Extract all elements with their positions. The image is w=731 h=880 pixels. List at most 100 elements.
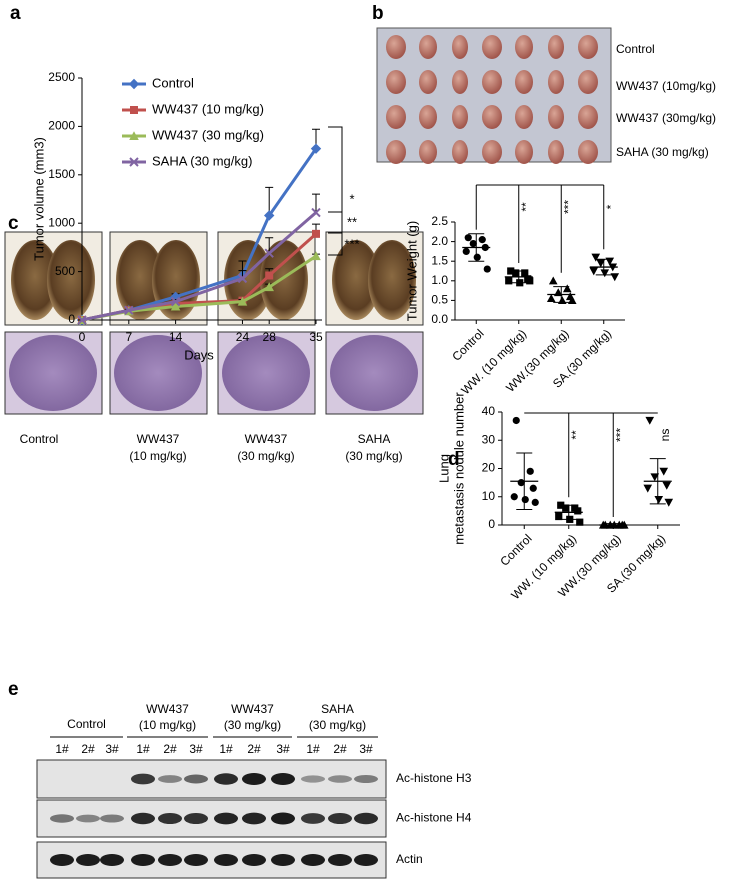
lung [11,240,59,320]
marker [310,143,322,154]
tumor-set [386,35,598,164]
tumor [452,105,468,129]
x-tick-label: Control [449,326,486,363]
tumor [548,35,564,59]
group-label: SAHA [358,432,391,446]
marker [473,253,481,261]
band [100,814,124,823]
marker [591,253,601,262]
lung [47,240,95,320]
tumor [548,70,564,94]
y-tick-label: 40 [482,404,496,418]
series-line [81,211,317,322]
tumor [452,35,468,59]
row-label: Actin [396,852,423,866]
band [328,775,352,783]
band [158,775,182,783]
panel-label: a [10,3,21,24]
y-tick-label: 10 [482,489,496,503]
lane-label: 2# [333,742,347,756]
y-tick-label: 0 [488,517,495,531]
tumor [419,35,437,59]
band [131,854,155,866]
y-tick-label: 2.5 [431,214,448,228]
band [271,854,295,866]
x-axis-label: Days [184,347,214,362]
band [328,812,352,825]
marker [264,210,275,221]
marker [128,78,140,90]
marker [645,416,655,425]
marker [643,484,653,493]
band [131,773,155,785]
tissue [9,335,97,411]
significance-label: * [349,191,354,206]
marker [555,512,563,521]
tumor [419,140,437,164]
x-tick-label: 24 [236,330,250,344]
marker [662,481,672,490]
y-tick-label: 30 [482,432,496,446]
band [184,774,208,784]
band [242,812,266,825]
band [50,814,74,823]
significance-label: ** [347,214,357,229]
marker [526,277,534,285]
marker [170,296,181,307]
marker [589,267,599,276]
legend-label: WW437 (10 mg/kg) [152,101,264,116]
group-label: Control [67,717,106,731]
tumor [578,105,598,129]
legend-label: SAHA (30 mg/kg) [152,153,252,168]
panel-label: d [448,449,460,470]
tumor [482,70,502,94]
marker [548,276,558,285]
row-label: Ac-histone H3 [396,771,472,785]
legend-label: WW437 (30 mg/kg) [152,127,264,142]
panel-label: e [8,679,19,700]
marker [469,239,477,248]
marker [512,416,520,425]
marker [264,282,274,292]
lane-label: 2# [81,742,95,756]
marker [265,271,274,280]
western-blot [36,759,387,879]
y-tick-label: 0.5 [431,293,448,307]
significance-bracket [328,126,343,256]
marker [129,157,139,167]
lane-label: 3# [189,742,203,756]
band [354,812,378,825]
group-label: WW437 [245,432,288,446]
band [214,812,238,825]
band [271,812,295,825]
band [184,854,208,866]
sd-bar [560,504,577,520]
y-tick-label: 2500 [48,70,75,84]
lane-label: 1# [136,742,150,756]
marker [478,236,486,244]
lung [332,240,380,320]
significance-label: *** [561,200,575,214]
tumor [386,70,406,94]
marker [567,296,577,304]
marker [512,269,520,277]
tumor [386,140,406,164]
group-label: (10 mg/kg) [139,718,196,732]
group-label: WW437 [231,702,274,716]
sd-bar [595,258,612,276]
tumor [482,140,502,164]
x-tick-label: 28 [263,330,277,344]
tumor [515,105,533,129]
tumor [452,70,468,94]
band [328,854,352,866]
tumor [482,35,502,59]
band [242,854,266,866]
marker [574,507,582,515]
lane-label: 3# [276,742,290,756]
band [100,854,124,866]
lung [260,240,308,320]
band [184,812,208,825]
band [214,854,238,866]
x-tick-label: 7 [125,330,132,344]
band [76,814,100,823]
